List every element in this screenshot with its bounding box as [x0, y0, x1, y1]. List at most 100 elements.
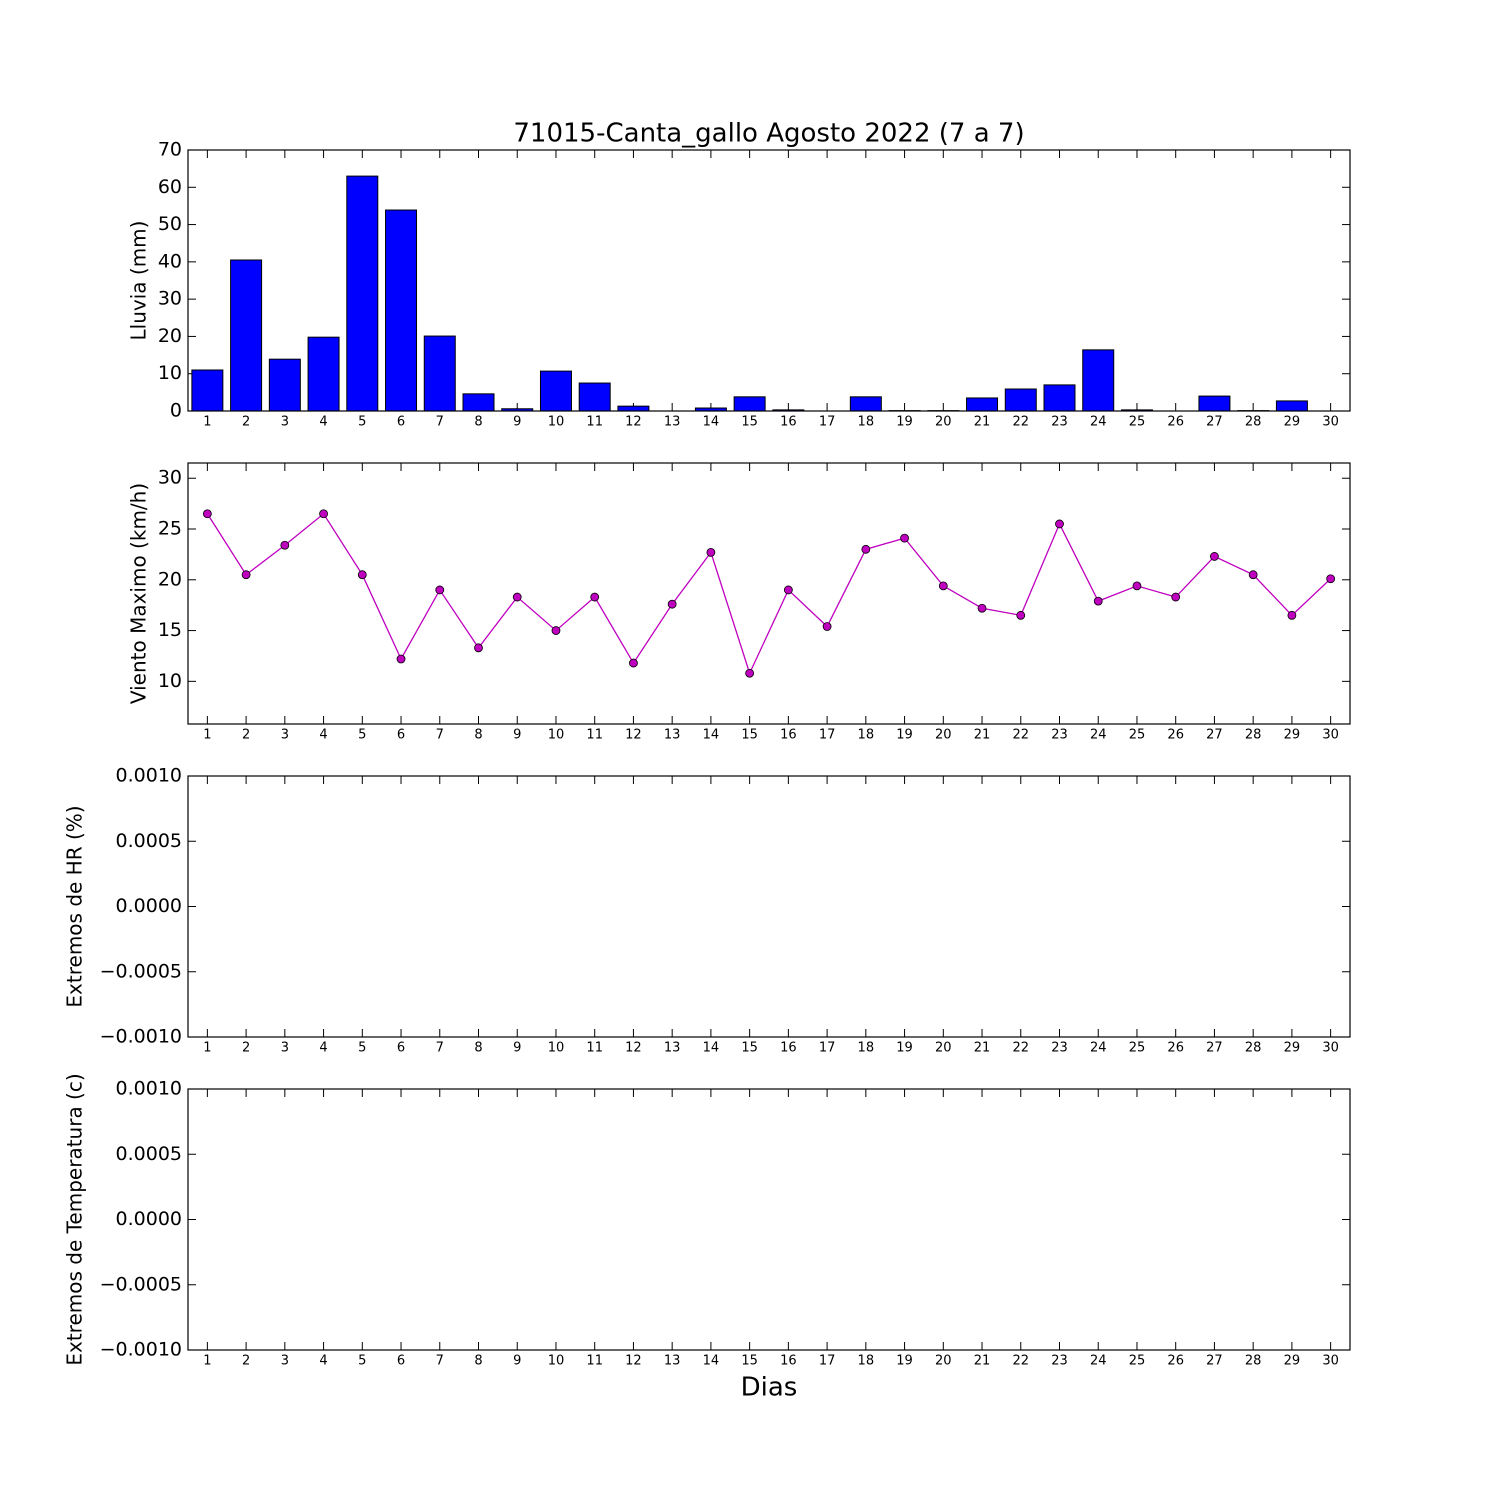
- x-tick-label: 2: [242, 415, 250, 430]
- x-tick-label: 25: [1129, 1041, 1146, 1056]
- marker: [1171, 592, 1181, 602]
- x-tick-label: 22: [1012, 415, 1029, 430]
- x-tick-label: 4: [319, 415, 327, 430]
- x-tick-label: 15: [741, 1354, 758, 1369]
- y-axis-label: Extremos de Temperatura (c): [63, 1073, 87, 1365]
- x-tick-label: 12: [625, 728, 642, 743]
- marker: [1016, 610, 1026, 620]
- y-tick-label: 10: [158, 362, 182, 384]
- x-tick-label: 3: [281, 1041, 289, 1056]
- x-tick-label: 13: [664, 1041, 681, 1056]
- x-tick-label: 22: [1012, 728, 1029, 743]
- x-tick-label: 24: [1090, 415, 1107, 430]
- x-tick-label: 21: [974, 1354, 991, 1369]
- x-tick-label: 18: [858, 415, 875, 430]
- y-tick-label: −0.0005: [100, 960, 182, 982]
- x-tick-label: 17: [819, 1354, 836, 1369]
- x-tick-label: 17: [819, 728, 836, 743]
- plot-frame: [187, 462, 1351, 725]
- x-tick-label: 28: [1245, 1354, 1262, 1369]
- x-tick-label: 9: [513, 1354, 521, 1369]
- x-tick-label: 18: [858, 1354, 875, 1369]
- marker: [1210, 552, 1219, 561]
- x-tick-label: 12: [625, 1354, 642, 1369]
- x-tick-label: 24: [1090, 1041, 1107, 1056]
- y-tick-label: 0.0010: [116, 765, 182, 787]
- x-tick-label: 27: [1206, 728, 1223, 743]
- marker: [512, 592, 522, 602]
- x-tick-label: 25: [1129, 728, 1146, 743]
- y-tick-label: 70: [158, 139, 182, 161]
- marker: [1093, 596, 1103, 606]
- marker: [861, 544, 871, 554]
- x-tick-label: 20: [935, 415, 952, 430]
- y-tick-label: 30: [158, 467, 182, 489]
- x-tick-label: 22: [1012, 1041, 1029, 1056]
- y-axis-label: Lluvia (mm): [127, 221, 151, 341]
- x-tick-label: 16: [780, 1354, 797, 1369]
- plot-frame: [187, 1088, 1351, 1351]
- bar: [1004, 388, 1037, 412]
- bar: [423, 335, 456, 412]
- x-tick-label: 27: [1206, 1354, 1223, 1369]
- x-tick-label: 10: [548, 1041, 565, 1056]
- x-tick-label: 19: [896, 415, 913, 430]
- bar: [191, 369, 224, 412]
- line: [206, 512, 1332, 676]
- x-tick-label: 11: [586, 415, 603, 430]
- marker: [706, 547, 716, 557]
- x-tick-label: 6: [397, 1354, 405, 1369]
- y-tick-label: 0.0000: [116, 895, 182, 917]
- bar: [966, 397, 999, 412]
- y-tick-label: −0.0010: [100, 1026, 182, 1048]
- x-tick-label: 7: [436, 1354, 444, 1369]
- x-tick-label: 8: [474, 415, 482, 430]
- marker: [1287, 610, 1297, 620]
- y-tick-label: 15: [158, 619, 182, 641]
- x-tick-label: 23: [1051, 1041, 1068, 1056]
- x-tick-label: 29: [1284, 1354, 1301, 1369]
- marker: [1248, 570, 1258, 580]
- x-tick-label: 3: [281, 728, 289, 743]
- x-tick-label: 6: [397, 415, 405, 430]
- marker: [1055, 519, 1064, 529]
- x-tick-label: 9: [513, 728, 521, 743]
- x-tick-label: 7: [436, 415, 444, 430]
- marker: [357, 570, 367, 580]
- x-tick-label: 11: [586, 728, 603, 743]
- x-tick-label: 21: [974, 728, 991, 743]
- x-tick-label: 26: [1167, 1041, 1184, 1056]
- x-tick-label: 1: [203, 728, 211, 743]
- x-tick-label: 30: [1322, 415, 1339, 430]
- marker: [202, 509, 212, 519]
- x-tick-label: 16: [780, 728, 797, 743]
- x-tick-label: 1: [203, 1354, 211, 1369]
- marker: [590, 592, 600, 602]
- y-axis-label: Viento Maximo (km/h): [127, 483, 151, 704]
- y-tick-label: 10: [158, 670, 182, 692]
- bar: [578, 382, 611, 412]
- plot-frame: [187, 149, 1351, 412]
- marker: [551, 626, 561, 635]
- y-tick-label: 0.0000: [116, 1208, 182, 1230]
- x-tick-label: 14: [703, 1354, 720, 1369]
- x-tick-label: 17: [819, 1041, 836, 1056]
- y-tick-label: 40: [158, 250, 182, 272]
- x-tick-label: 10: [548, 415, 565, 430]
- x-tick-label: 24: [1090, 728, 1107, 743]
- bar: [346, 175, 379, 412]
- x-tick-label: 28: [1245, 415, 1262, 430]
- x-tick-label: 6: [397, 1041, 405, 1056]
- x-tick-label: 2: [242, 728, 250, 743]
- bar: [230, 259, 263, 412]
- x-tick-label: 13: [664, 1354, 681, 1369]
- x-tick-label: 15: [741, 1041, 758, 1056]
- x-tick-label: 20: [935, 1354, 952, 1369]
- x-tick-label: 4: [319, 1041, 327, 1056]
- x-tick-label: 26: [1167, 728, 1184, 743]
- x-tick-label: 1: [203, 415, 211, 430]
- x-tick-label: 23: [1051, 1354, 1068, 1369]
- x-tick-label: 26: [1167, 1354, 1184, 1369]
- x-axis-label: Dias: [741, 1373, 798, 1403]
- marker: [435, 585, 445, 595]
